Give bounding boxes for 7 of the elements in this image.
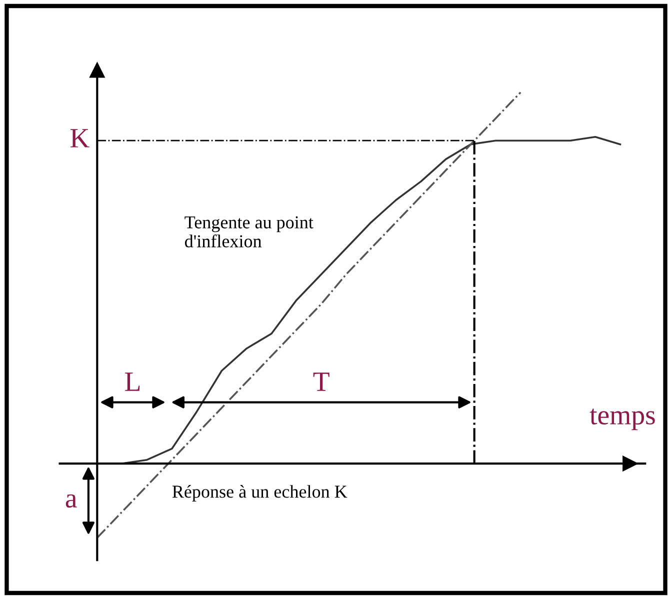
- annotation: Tengente au point d'inflexion: [184, 216, 314, 248]
- annotation: T: [313, 372, 330, 391]
- x-axis-title: temps: [590, 408, 655, 430]
- annotation: Réponse à un echelon K: [172, 485, 348, 502]
- annotation: L: [125, 372, 140, 391]
- ref-line-label: K: [70, 129, 90, 148]
- annotation: a: [66, 494, 77, 508]
